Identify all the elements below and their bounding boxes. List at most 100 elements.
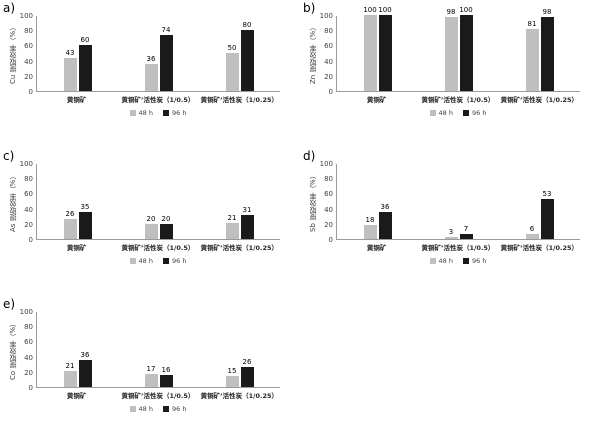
y-tick-label: 80 <box>24 27 33 36</box>
bar-group: 98 100 <box>444 6 473 91</box>
x-category-label: 黄铜矿 <box>66 392 87 400</box>
bar-group: 81 98 <box>525 8 554 91</box>
plot-area: 43 60 36 74 50 80 <box>36 16 280 92</box>
bar-group: 26 35 <box>63 164 92 239</box>
bar-value-label: 20 <box>161 214 171 223</box>
bar-96h: 98 <box>540 8 554 91</box>
legend-swatch-icon <box>163 258 169 264</box>
bar-value-label: 21 <box>65 362 75 371</box>
plot-area: 100 100 98 100 81 98 <box>336 6 580 92</box>
plot-area: 18 36 3 7 6 53 <box>336 164 580 240</box>
chart-panel-b: b) Zn 提取效率（%） 0 20 40 60 80 100 100 100 98 100 81 98 黄… <box>300 0 600 148</box>
bar-group: 100 100 <box>363 6 392 91</box>
bar-value-label: 26 <box>242 358 252 367</box>
legend-swatch-icon <box>463 110 469 116</box>
bar-96h: 36 <box>78 351 92 387</box>
y-axis-title: Zn 提取效率（%） <box>309 23 317 85</box>
bar-96h: 80 <box>240 21 254 91</box>
bar-48h: 21 <box>225 214 239 239</box>
panel-label: b) <box>303 1 316 15</box>
y-tick-label: 60 <box>324 190 333 199</box>
legend-label: 96 h <box>472 109 487 117</box>
legend-item-48h: 48 h <box>129 405 153 413</box>
y-axis-ticks: 0 20 40 60 80 100 <box>18 12 36 96</box>
y-tick-label: 40 <box>324 57 333 66</box>
legend-label: 96 h <box>172 109 187 117</box>
x-axis-labels: 黄铜矿 黄铜矿’活性炭（1/0.5） 黄铜矿’活性炭（1/0.25） <box>36 390 280 400</box>
bar-96h: 74 <box>159 26 173 91</box>
legend-label: 96 h <box>172 257 187 265</box>
y-tick-label: 100 <box>19 308 33 316</box>
legend-swatch-icon <box>429 110 436 116</box>
bar-value-label: 35 <box>80 203 90 212</box>
bar-value-label: 20 <box>146 214 156 223</box>
bar-48h: 36 <box>144 55 158 91</box>
bar-value-label: 16 <box>161 365 171 374</box>
panel-label: a) <box>3 1 16 15</box>
x-category-label: 黄铜矿’活性炭（1/0.5） <box>121 392 195 400</box>
legend-label: 48 h <box>438 257 453 265</box>
x-category-label: 黄铜矿’活性炭（1/0.5） <box>421 244 495 252</box>
bar-value-label: 100 <box>363 6 377 14</box>
y-tick-label: 100 <box>19 160 33 168</box>
x-category-label: 黄铜矿 <box>366 244 387 252</box>
chart-panel-e: e) Co 提取效率（%） 0 20 40 60 80 100 21 36 17 16 15 26 黄铜矿黄… <box>0 296 300 444</box>
bar-group: 21 36 <box>63 312 92 387</box>
legend: 48 h 96 h <box>36 257 280 265</box>
bar-48h: 17 <box>144 365 158 387</box>
bar-value-label: 7 <box>463 224 469 233</box>
x-category-label: 黄铜矿’活性炭（1/0.25） <box>200 96 279 104</box>
bar-value-label: 100 <box>378 6 392 14</box>
y-tick-label: 20 <box>324 72 333 81</box>
bar-96h: 60 <box>78 36 92 91</box>
chart-panel-a: a) Cu 提取效率（%） 0 20 40 60 80 100 43 60 36 74 50 80 黄铜矿黄… <box>0 0 300 148</box>
bar-value-label: 18 <box>365 216 375 225</box>
bar-96h: 31 <box>240 206 254 239</box>
legend-item-96h: 96 h <box>463 257 486 265</box>
bar-group: 18 36 <box>363 164 392 239</box>
x-category-label: 黄铜矿’活性炭（1/0.5） <box>121 96 195 104</box>
bar-48h: 6 <box>525 225 539 239</box>
x-category-label: 黄铜矿’活性炭（1/0.5） <box>121 244 195 252</box>
legend-swatch-icon <box>129 258 136 264</box>
y-tick-label: 80 <box>324 175 333 184</box>
bar-96h: 20 <box>159 215 173 239</box>
bar-48h: 81 <box>525 20 539 91</box>
bar-48h: 26 <box>63 210 77 239</box>
bar-96h: 36 <box>378 203 392 239</box>
x-axis-labels: 黄铜矿 黄铜矿’活性炭（1/0.5） 黄铜矿’活性炭（1/0.25） <box>336 94 580 104</box>
bar-96h: 53 <box>540 190 554 239</box>
x-category-label: 黄铜矿’活性炭（1/0.25） <box>500 96 579 104</box>
y-tick-label: 20 <box>24 72 33 81</box>
bar-group: 36 74 <box>144 16 173 91</box>
y-tick-label: 0 <box>28 384 33 392</box>
y-tick-label: 0 <box>328 88 333 96</box>
legend-label: 48 h <box>138 405 153 413</box>
chart-body: Zn 提取效率（%） 0 20 40 60 80 100 100 100 98 100 81 98 黄铜矿… <box>308 6 580 117</box>
chart-panel-d: d) Sb 提取效率（%） 0 20 40 60 80 100 18 36 3 7 6 53 黄铜矿 黄铜矿’… <box>300 148 600 296</box>
y-tick-label: 40 <box>24 205 33 214</box>
plot-column: 43 60 36 74 50 80 黄铜矿 黄铜矿’活性炭（1/0.5） 黄铜矿’活性炭（1/0… <box>36 16 280 117</box>
legend-item-96h: 96 h <box>163 257 186 265</box>
legend-label: 48 h <box>438 109 453 117</box>
bar-96h: 26 <box>240 358 254 387</box>
legend: 48 h 96 h <box>36 109 280 117</box>
y-tick-label: 0 <box>28 236 33 244</box>
bar-96h: 35 <box>78 203 92 239</box>
legend-swatch-icon <box>129 406 136 412</box>
legend: 48 h 96 h <box>336 257 580 265</box>
y-tick-label: 60 <box>24 190 33 199</box>
y-axis-title: Co 提取效率（%） <box>9 319 17 381</box>
bar-value-label: 100 <box>459 6 473 14</box>
bar-value-label: 15 <box>227 366 237 375</box>
legend-item-48h: 48 h <box>129 109 153 117</box>
bar-group: 6 53 <box>525 164 554 239</box>
y-tick-label: 60 <box>324 42 333 51</box>
y-axis-ticks: 0 20 40 60 80 100 <box>318 160 336 244</box>
x-axis-labels: 黄铜矿 黄铜矿’活性炭（1/0.5） 黄铜矿’活性炭（1/0.25） <box>336 242 580 252</box>
y-tick-label: 20 <box>24 368 33 377</box>
bar-96h: 100 <box>459 6 473 91</box>
plot-area: 21 36 17 16 15 26 <box>36 312 280 388</box>
bar-value-label: 43 <box>65 49 75 58</box>
legend-swatch-icon <box>163 110 169 116</box>
